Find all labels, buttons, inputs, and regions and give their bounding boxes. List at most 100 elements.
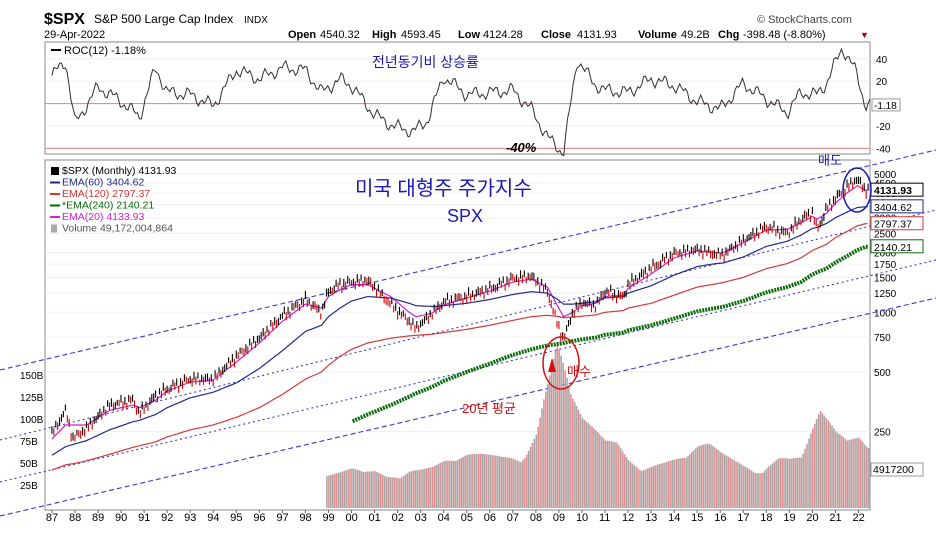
x-tick-label: 15 xyxy=(691,512,703,524)
volume-bar xyxy=(644,469,647,508)
volume-bar xyxy=(802,453,804,508)
roc-tick-label: -40 xyxy=(876,144,891,155)
x-tick-label: 93 xyxy=(184,512,196,524)
volume-bar xyxy=(464,455,466,508)
volume-bar xyxy=(483,454,486,508)
volume-bar xyxy=(654,465,657,508)
volume-bar xyxy=(804,448,806,508)
volume-bar xyxy=(810,433,812,508)
x-tick-label: 97 xyxy=(276,512,288,524)
buy-circle xyxy=(542,336,580,390)
price-title-line2: SPX xyxy=(447,206,483,226)
channel-line xyxy=(0,209,936,441)
price-tick-label: 2500 xyxy=(874,229,897,240)
price-title-line1: 미국 대형주 주가지수 xyxy=(355,177,532,200)
symbol: $SPX xyxy=(44,11,85,28)
x-tick-label: 98 xyxy=(299,512,311,524)
volume-bar xyxy=(408,471,411,508)
volume-bar xyxy=(815,419,818,508)
volume-bar xyxy=(779,458,781,508)
x-tick-label: 88 xyxy=(69,512,81,524)
volume-bar xyxy=(621,451,624,508)
volume-bar xyxy=(708,443,710,508)
volume-bar xyxy=(823,415,826,508)
volume-bar xyxy=(439,463,441,508)
volume-bar xyxy=(564,370,566,508)
volume-bar xyxy=(752,471,755,508)
volume-bar xyxy=(573,402,576,508)
volume-bar xyxy=(458,458,461,508)
volume-bar xyxy=(497,455,499,508)
volume-bar xyxy=(838,434,841,508)
volume-bar xyxy=(643,470,645,508)
volume-bar xyxy=(379,473,382,508)
volume-bar xyxy=(452,460,455,508)
volume-bar xyxy=(529,446,532,508)
volume-axis: 25B 50B 75B 100B 125B 150B xyxy=(20,371,44,492)
volume-bar xyxy=(729,457,731,508)
channel-line xyxy=(0,297,936,517)
volume-bar xyxy=(700,445,703,508)
volume-bar xyxy=(852,438,854,508)
x-tick-label: 04 xyxy=(438,512,450,524)
volume-bar xyxy=(514,459,516,508)
volume-bar xyxy=(568,385,570,508)
x-tick-label: 18 xyxy=(760,512,772,524)
volume-bar xyxy=(552,359,555,508)
volume-bar xyxy=(812,428,814,508)
volume-bar xyxy=(725,455,728,508)
volume-bar xyxy=(641,471,643,508)
ema60-line xyxy=(51,206,868,456)
volume-bar xyxy=(806,443,808,508)
exchange: INDX xyxy=(244,15,268,26)
roc-current-tag xyxy=(871,98,901,112)
volume-bar xyxy=(692,450,695,508)
volume-bar xyxy=(650,466,653,508)
volume-bar xyxy=(460,457,463,508)
ema120-tag-box xyxy=(870,216,924,231)
volume-bar xyxy=(825,417,827,508)
volume-bar xyxy=(848,440,851,508)
volume-bar xyxy=(353,468,355,508)
volume-bar xyxy=(333,473,336,508)
price-tick-label: 1500 xyxy=(874,273,897,284)
volume-bar xyxy=(639,469,641,508)
volume-bar xyxy=(710,444,712,508)
volume-bar xyxy=(758,473,760,508)
x-tick-label: 95 xyxy=(230,512,242,524)
volume-bar xyxy=(716,448,718,508)
volume-bar xyxy=(435,465,438,508)
volume-bar xyxy=(535,434,538,508)
price-tick-label: 500 xyxy=(874,368,891,379)
volume-bar xyxy=(698,445,701,508)
volume-bar xyxy=(539,417,541,508)
volume-bar xyxy=(679,458,682,508)
volume-bar xyxy=(566,377,568,508)
volume-bar xyxy=(499,456,501,508)
volume-bar xyxy=(610,441,612,508)
volume-bar xyxy=(798,457,801,508)
x-tick-label: 08 xyxy=(530,512,542,524)
volume-bar xyxy=(541,408,543,508)
roc-series xyxy=(51,47,871,157)
date: 29-Apr-2022 xyxy=(44,29,105,41)
price-tick-label: 5000 xyxy=(874,170,897,181)
volume-bar xyxy=(522,460,524,508)
channel-line xyxy=(0,149,936,371)
low-value: 4124.28 xyxy=(483,29,523,41)
volume-bar xyxy=(764,470,766,508)
x-tick-label: 00 xyxy=(345,512,357,524)
volume-bar xyxy=(748,469,751,508)
roc-annotation: 전년동기비 상승률 xyxy=(372,54,479,70)
volume-bar xyxy=(376,472,378,508)
volume-bar xyxy=(777,458,779,508)
volume-bar xyxy=(829,423,831,508)
volume-bar xyxy=(618,445,620,508)
volume-bar xyxy=(821,413,824,508)
roc-current-value: -1.18 xyxy=(874,101,897,112)
volume-bar xyxy=(358,470,361,508)
volume-bar xyxy=(608,441,610,508)
volume-bar xyxy=(668,461,670,508)
volume-bar xyxy=(637,468,639,508)
